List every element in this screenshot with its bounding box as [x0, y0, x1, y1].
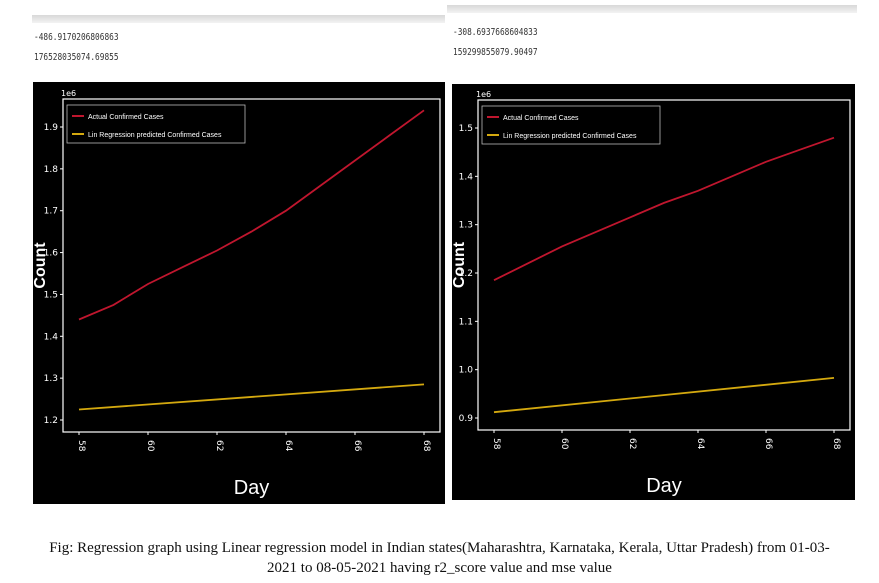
x-tick-label: 60	[145, 440, 155, 452]
right-chart: 1e6 0.9 1.0 1.1 1.2 1.3 1.4 1.5 58 60 62 64 66 68 Day C…	[452, 90, 851, 497]
left-chart: 1e6 1.2 1.3 1.4 1.5 1.6 1.7 1.8 1.9 58 60 62 64 66 68 D…	[33, 89, 441, 499]
x-tick-label: 68	[831, 438, 841, 450]
x-tick-label: 66	[352, 440, 362, 452]
x-axis-label: Day	[234, 477, 270, 499]
legend-entry: Actual Confirmed Cases	[88, 114, 164, 121]
legend-box	[66, 104, 246, 144]
x-tick-label: 66	[763, 438, 773, 450]
y-tick-label: 1.5	[44, 290, 58, 300]
x-tick-label: 64	[695, 438, 705, 450]
x-tick-label: 58	[491, 438, 501, 450]
y-tick-label: 1.3	[459, 221, 473, 231]
legend-entry: Actual Confirmed Cases	[503, 115, 579, 122]
series-line	[78, 383, 425, 411]
y-tick-label: 1.5	[459, 124, 473, 134]
legend-entry: Lin Regression predicted Confirmed Cases	[503, 133, 637, 140]
x-tick-label: 58	[76, 440, 86, 452]
y-tick-label: 1.8	[44, 165, 59, 175]
x-tick-label: 62	[627, 438, 637, 449]
right-stats-line2: 159299855079.90497	[453, 47, 538, 58]
y-tick-label: 1.4	[44, 332, 59, 342]
x-tick-label: 68	[421, 440, 431, 452]
plot-frame	[62, 98, 441, 433]
y-tick-label: 1.6	[44, 249, 59, 259]
y-tick-label: 1.7	[44, 207, 58, 217]
axis-scale-label: 1e6	[476, 90, 491, 99]
axis-scale-label: 1e6	[61, 89, 76, 98]
y-tick-label: 1.3	[44, 374, 58, 384]
y-tick-label: 0.9	[459, 414, 474, 424]
x-tick-label: 64	[283, 440, 293, 452]
y-axis-label: Count	[33, 242, 49, 289]
y-tick-label: 1.2	[44, 416, 58, 426]
series-line	[78, 109, 425, 321]
left-stats-line2: 176528035074.69855	[34, 52, 119, 63]
y-tick-label: 1.9	[44, 123, 59, 133]
series-line	[493, 136, 835, 282]
right-chart-panel: 1e6 0.9 1.0 1.1 1.2 1.3 1.4 1.5 58 60 62 64 66 68 Day C…	[452, 84, 855, 500]
caption-line1: Fig: Regression graph using Linear regre…	[49, 540, 830, 556]
right-panel-topbar	[447, 5, 857, 13]
y-tick-label: 1.4	[459, 172, 474, 182]
right-stats-line1: -308.6937668604833	[453, 27, 538, 38]
caption-line2: 2021 to 08-05-2021 having r2_score value…	[267, 560, 612, 576]
x-axis-label: Day	[646, 475, 682, 497]
y-axis-label: Count	[452, 241, 468, 288]
left-stats-line1: -486.9170206806863	[34, 32, 119, 43]
legend-box	[481, 105, 661, 145]
x-tick-label: 60	[559, 438, 569, 450]
left-chart-panel: 1e6 1.2 1.3 1.4 1.5 1.6 1.7 1.8 1.9 58 60 62 64 66 68 D…	[33, 82, 445, 504]
figure-caption: Fig: Regression graph using Linear regre…	[0, 538, 879, 578]
y-tick-label: 1.0	[459, 366, 474, 376]
plot-frame	[477, 99, 851, 431]
y-tick-label: 1.2	[459, 269, 473, 279]
y-tick-label: 1.1	[459, 317, 473, 327]
series-line	[493, 377, 835, 414]
legend-entry: Lin Regression predicted Confirmed Cases	[88, 132, 222, 139]
left-panel-topbar	[32, 15, 445, 23]
x-tick-label: 62	[214, 440, 224, 451]
